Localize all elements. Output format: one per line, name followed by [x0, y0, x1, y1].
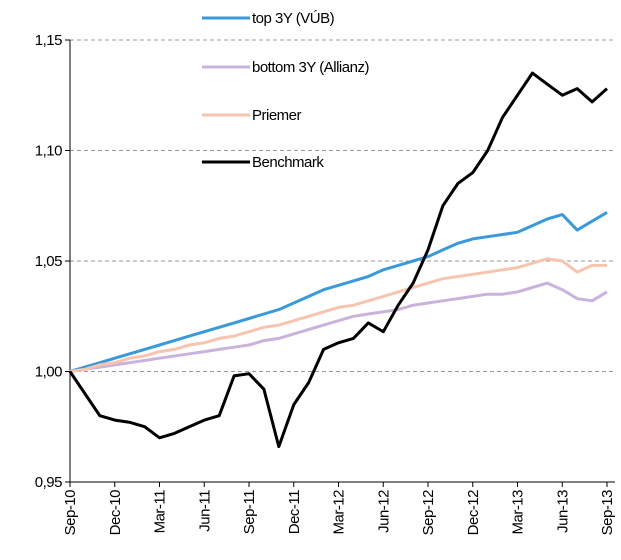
y-tick-label: 1,00: [35, 364, 62, 381]
legend-label: Benchmark: [252, 154, 324, 171]
x-tick-label: Dec-12: [465, 490, 482, 536]
x-tick-label: Mar-11: [152, 490, 169, 534]
x-tick-label: Jun-12: [375, 490, 392, 533]
y-tick-label: 1,10: [35, 143, 62, 160]
series-line: [69, 211, 608, 373]
x-tick-label: Sep-12: [420, 490, 437, 536]
x-tick-label: Sep-10: [62, 490, 79, 536]
legend-label: top 3Y (VÚB): [252, 10, 335, 27]
x-tick-label: Jun-13: [554, 490, 571, 533]
series-line: [69, 257, 607, 373]
series-line: [68, 71, 608, 449]
y-tick-label: 1,05: [35, 253, 62, 270]
x-tick-label: Mar-12: [331, 490, 348, 535]
x-tick-label: Jun-11: [196, 490, 213, 532]
x-tick-label: Dec-10: [107, 490, 124, 536]
x-tick-label: Sep-13: [599, 490, 616, 536]
x-tick-label: Mar-13: [510, 490, 527, 535]
legend-label: bottom 3Y (Allianz): [252, 59, 369, 76]
legend-label: Priemer: [252, 107, 302, 124]
y-tick-label: 1,15: [35, 32, 62, 49]
x-tick-label: Dec-11: [286, 490, 303, 534]
y-tick-label: 0,95: [35, 474, 62, 491]
x-tick-label: Sep-11: [241, 490, 258, 534]
series-line: [69, 281, 608, 373]
